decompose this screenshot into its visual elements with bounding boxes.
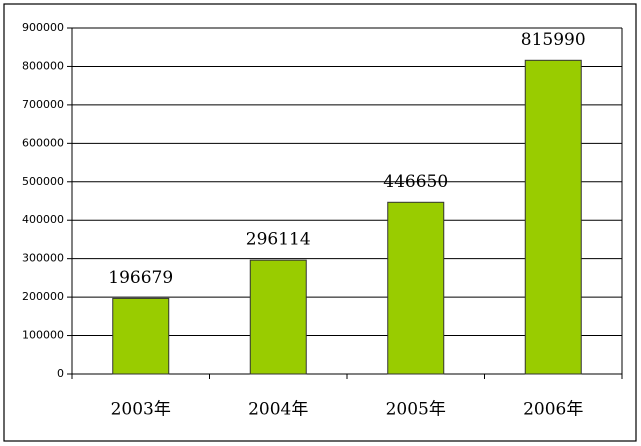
y-tick-label: 500000 (22, 175, 64, 188)
bar (387, 201, 445, 375)
y-tick-label: 400000 (22, 213, 64, 226)
y-tick-label: 0 (57, 367, 64, 380)
x-tick-label: 2004年 (248, 400, 308, 420)
y-tick-label: 100000 (22, 329, 64, 342)
y-tick-label: 800000 (22, 59, 64, 72)
y-tick-label: 200000 (22, 290, 64, 303)
bar (524, 59, 582, 375)
y-tick-label: 900000 (22, 21, 64, 34)
y-tick-label: 300000 (22, 252, 64, 265)
bar (112, 297, 170, 375)
value-label: 446650 (383, 172, 448, 192)
value-label: 196679 (108, 268, 173, 288)
value-label: 815990 (521, 30, 586, 50)
value-label: 296114 (246, 230, 311, 250)
bar (249, 259, 307, 375)
y-tick-label: 600000 (22, 136, 64, 149)
x-tick-label: 2003年 (111, 400, 171, 420)
x-tick-label: 2005年 (386, 400, 446, 420)
x-tick-label: 2006年 (523, 400, 583, 420)
y-tick-label: 700000 (22, 98, 64, 111)
